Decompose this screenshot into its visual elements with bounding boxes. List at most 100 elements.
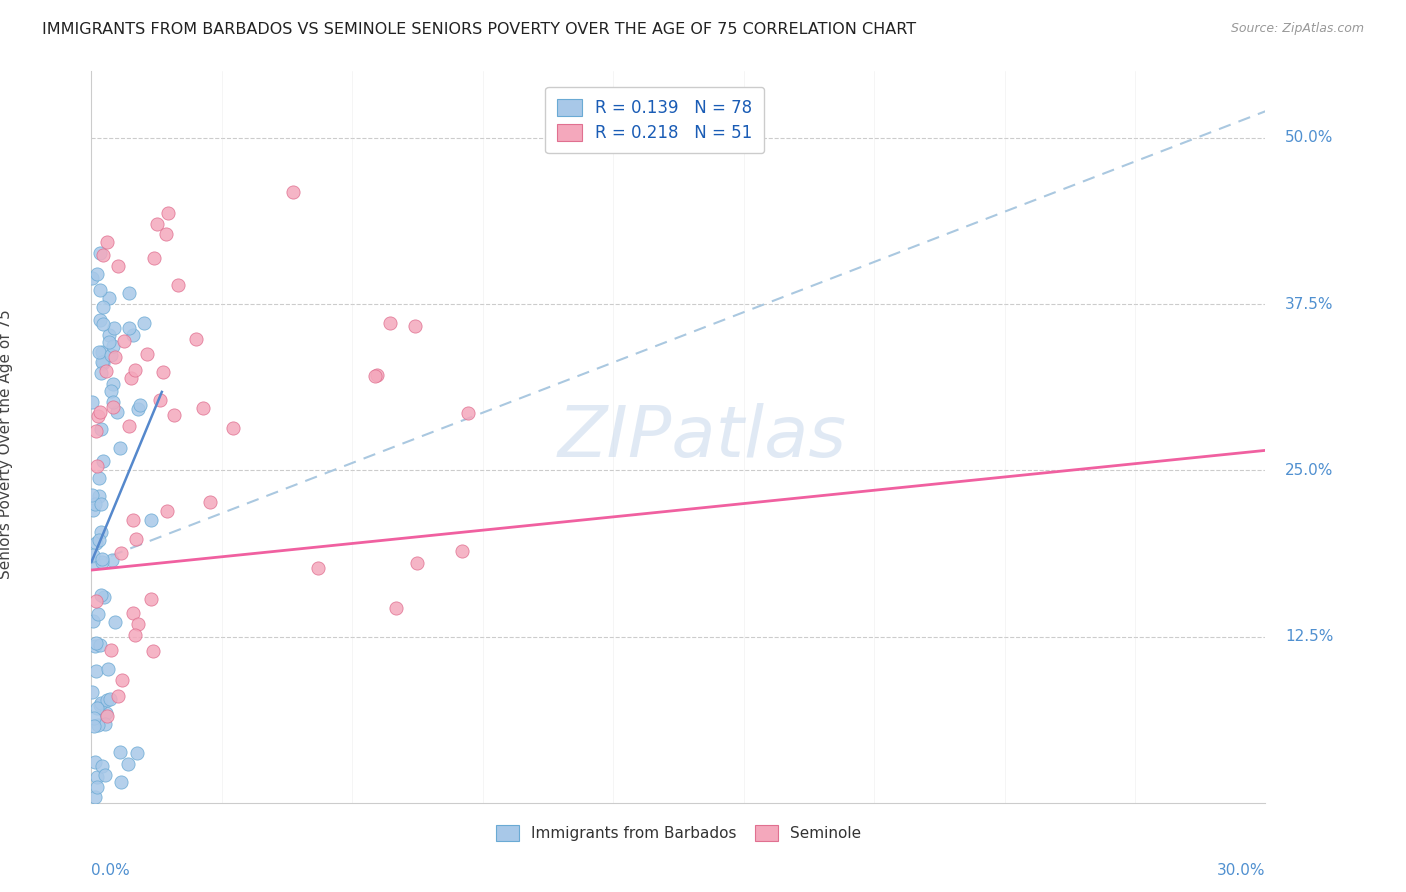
Point bbox=[384, 600, 406, 615]
Point bbox=[93, 590, 115, 604]
Point bbox=[105, 405, 128, 419]
Point bbox=[90, 497, 112, 511]
Point bbox=[98, 691, 121, 706]
Point bbox=[101, 377, 124, 392]
Point bbox=[122, 606, 145, 620]
Point bbox=[100, 642, 122, 657]
Point bbox=[104, 350, 127, 364]
Point bbox=[163, 408, 186, 422]
Point bbox=[91, 318, 114, 332]
Point bbox=[87, 718, 110, 732]
Point bbox=[107, 690, 129, 704]
Point bbox=[82, 614, 104, 628]
Point bbox=[457, 406, 479, 420]
Point bbox=[143, 251, 166, 265]
Point bbox=[82, 549, 104, 563]
Point bbox=[86, 665, 108, 679]
Point bbox=[98, 291, 121, 305]
Point bbox=[139, 592, 162, 607]
Point bbox=[93, 717, 115, 731]
Point bbox=[83, 711, 105, 725]
Point bbox=[110, 775, 132, 789]
Point bbox=[90, 696, 112, 710]
Point bbox=[86, 780, 108, 794]
Text: IMMIGRANTS FROM BARBADOS VS SEMINOLE SENIORS POVERTY OVER THE AGE OF 75 CORRELAT: IMMIGRANTS FROM BARBADOS VS SEMINOLE SEN… bbox=[42, 22, 917, 37]
Point bbox=[127, 617, 149, 632]
Point bbox=[307, 560, 329, 574]
Point bbox=[378, 317, 401, 331]
Point bbox=[89, 638, 111, 652]
Point bbox=[125, 532, 148, 546]
Point bbox=[94, 706, 117, 720]
Point bbox=[103, 400, 125, 414]
Point bbox=[90, 366, 112, 380]
Point bbox=[142, 644, 165, 658]
Point bbox=[87, 344, 110, 359]
Point bbox=[90, 422, 112, 436]
Point bbox=[118, 321, 141, 335]
Point bbox=[84, 789, 107, 804]
Point bbox=[96, 693, 118, 707]
Point bbox=[155, 227, 177, 242]
Point bbox=[191, 401, 214, 416]
Point bbox=[87, 471, 110, 485]
Point bbox=[125, 746, 148, 760]
Point bbox=[84, 636, 107, 650]
Point bbox=[364, 368, 387, 383]
Point bbox=[135, 347, 157, 361]
Text: Source: ZipAtlas.com: Source: ZipAtlas.com bbox=[1230, 22, 1364, 36]
Point bbox=[83, 556, 105, 570]
Point bbox=[87, 490, 110, 504]
Point bbox=[108, 441, 131, 455]
Point bbox=[84, 640, 107, 654]
Point bbox=[91, 345, 114, 359]
Point bbox=[96, 709, 118, 723]
Point bbox=[91, 355, 114, 369]
Point bbox=[152, 365, 174, 379]
Text: 25.0%: 25.0% bbox=[1285, 463, 1333, 478]
Point bbox=[100, 384, 122, 398]
Point bbox=[91, 300, 114, 314]
Point bbox=[149, 393, 172, 408]
Point bbox=[117, 756, 139, 771]
Text: 50.0%: 50.0% bbox=[1285, 130, 1333, 145]
Point bbox=[82, 270, 104, 285]
Point bbox=[89, 246, 111, 260]
Point bbox=[120, 371, 142, 385]
Point bbox=[451, 544, 474, 558]
Point bbox=[84, 755, 107, 769]
Point bbox=[166, 277, 188, 292]
Point bbox=[94, 364, 117, 378]
Text: 0.0%: 0.0% bbox=[91, 863, 131, 878]
Point bbox=[83, 497, 105, 511]
Point bbox=[145, 217, 167, 231]
Point bbox=[139, 513, 162, 527]
Text: ZIPatlas: ZIPatlas bbox=[557, 402, 846, 472]
Point bbox=[84, 425, 107, 439]
Point bbox=[281, 185, 304, 199]
Point bbox=[84, 536, 107, 550]
Point bbox=[404, 318, 426, 333]
Point bbox=[94, 768, 117, 782]
Point bbox=[124, 628, 146, 642]
Point bbox=[200, 495, 222, 509]
Point bbox=[156, 205, 179, 219]
Point bbox=[156, 504, 179, 518]
Point bbox=[90, 759, 112, 773]
Point bbox=[93, 356, 115, 370]
Point bbox=[100, 553, 122, 567]
Point bbox=[87, 533, 110, 548]
Point bbox=[107, 259, 129, 273]
Point bbox=[98, 334, 121, 349]
Point bbox=[86, 594, 108, 608]
Text: 37.5%: 37.5% bbox=[1285, 297, 1333, 311]
Point bbox=[104, 615, 127, 629]
Point bbox=[91, 248, 114, 262]
Point bbox=[118, 286, 141, 301]
Point bbox=[222, 421, 245, 435]
Point bbox=[89, 312, 111, 326]
Point bbox=[87, 607, 110, 621]
Point bbox=[110, 546, 132, 560]
Point bbox=[89, 284, 111, 298]
Point bbox=[96, 235, 118, 249]
